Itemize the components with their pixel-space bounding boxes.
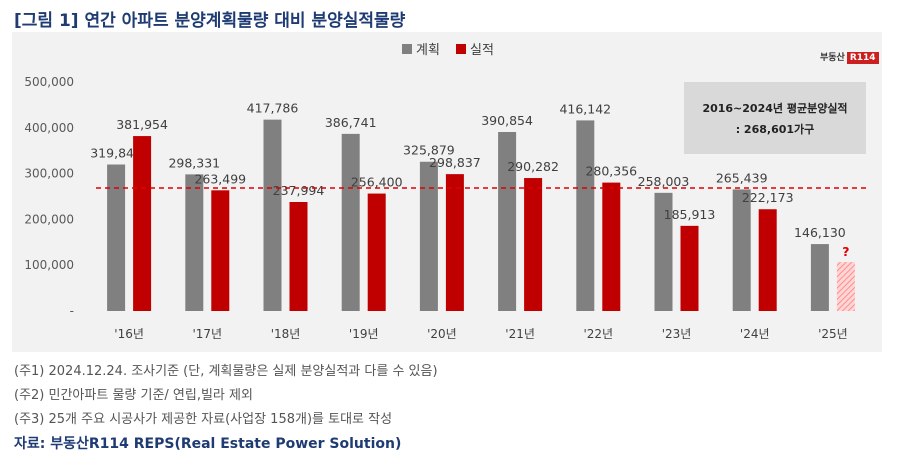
legend-swatch-actual bbox=[456, 44, 466, 54]
data-label-actual: 280,356 bbox=[585, 164, 637, 179]
footnotes: (주1) 2024.12.24. 조사기준 (단, 계획물량은 실제 분양실적과… bbox=[14, 360, 438, 456]
bar-actual bbox=[524, 178, 543, 311]
bar-plan bbox=[107, 164, 126, 311]
chart-title: [그림 1] 연간 아파트 분양계획물량 대비 분양실적물량 bbox=[14, 11, 406, 31]
data-label-actual: 237,994 bbox=[273, 183, 325, 198]
x-category-label: '18년 bbox=[271, 327, 301, 341]
bar-actual bbox=[133, 136, 152, 311]
bar-plan bbox=[732, 189, 751, 311]
data-label-plan: 417,786 bbox=[247, 101, 299, 116]
x-category-label: '23년 bbox=[662, 327, 692, 341]
data-label-plan: 386,741 bbox=[325, 115, 377, 130]
brand-logo: 부동산 R114 bbox=[820, 50, 879, 64]
data-label-plan: 258,003 bbox=[638, 174, 690, 189]
footnote-1: (주1) 2024.12.24. 조사기준 (단, 계획물량은 실제 분양실적과… bbox=[14, 364, 438, 379]
data-label-plan: 319,845 bbox=[90, 146, 142, 161]
y-tick-label: 500,000 bbox=[24, 75, 74, 89]
chart-panel: - 100,000 200,000 300,000 400,000 500,000 계획 실적… bbox=[12, 32, 882, 352]
brand-logo-text: 부동산 bbox=[820, 53, 845, 63]
data-label-actual: 290,282 bbox=[507, 159, 559, 174]
data-label-plan: 390,854 bbox=[481, 113, 533, 128]
bar-plan bbox=[576, 120, 595, 311]
brand-logo-badge: R114 bbox=[846, 52, 879, 64]
data-label-plan: 265,439 bbox=[716, 170, 768, 185]
bar-plan bbox=[419, 161, 438, 311]
y-tick-label: 100,000 bbox=[24, 258, 74, 272]
footnote-2: (주2) 민간아파트 물량 기준/ 연립,빌라 제외 bbox=[14, 388, 253, 403]
data-label-actual: 185,913 bbox=[664, 207, 716, 222]
bar-plan bbox=[810, 244, 829, 311]
source-label: 자료: 부동산R114 REPS(Real Estate Power Solut… bbox=[14, 436, 402, 452]
bar-actual bbox=[602, 182, 621, 311]
x-category-label: '21년 bbox=[505, 327, 535, 341]
data-label-actual: 298,837 bbox=[429, 155, 481, 170]
data-label-plan: 325,879 bbox=[403, 143, 455, 158]
footnote-3: (주3) 25개 주요 시공사가 제공한 자료(사업장 158개)를 토대로 작… bbox=[14, 412, 393, 427]
legend-label-plan: 계획 bbox=[416, 43, 440, 58]
y-tick-label: 300,000 bbox=[24, 167, 74, 181]
y-tick-label: - bbox=[70, 304, 74, 318]
bar-plan bbox=[263, 119, 282, 311]
x-category-label: '17년 bbox=[192, 327, 222, 341]
y-tick-label: 200,000 bbox=[24, 212, 74, 226]
y-tick-label: 400,000 bbox=[24, 121, 74, 135]
bar-plan bbox=[498, 131, 517, 311]
bar-plan bbox=[185, 174, 204, 311]
x-category-label: '25년 bbox=[818, 327, 848, 341]
bar-plan bbox=[654, 192, 673, 311]
bar-actual bbox=[211, 190, 230, 311]
x-category-label: '19년 bbox=[349, 327, 379, 341]
x-category-label: '22년 bbox=[583, 327, 613, 341]
x-category-label: '24년 bbox=[740, 327, 770, 341]
data-label-actual-unknown: ? bbox=[842, 244, 849, 259]
x-category-label: '20년 bbox=[427, 327, 457, 341]
bar-actual bbox=[289, 201, 308, 311]
x-category-label: '16년 bbox=[114, 327, 144, 341]
data-label-plan: 298,331 bbox=[168, 155, 220, 170]
data-label-actual: 256,400 bbox=[351, 175, 403, 190]
legend-label-actual: 실적 bbox=[470, 43, 494, 58]
bar-actual-unknown bbox=[836, 261, 855, 311]
bar-actual bbox=[758, 209, 777, 311]
average-annotation-line1: 2016~2024년 평균분양실적 bbox=[702, 101, 847, 115]
average-annotation-box bbox=[684, 82, 866, 154]
data-label-actual: 381,954 bbox=[116, 117, 168, 132]
bar-actual bbox=[680, 225, 699, 311]
bar-actual bbox=[367, 193, 386, 311]
data-label-plan: 416,142 bbox=[559, 101, 611, 116]
bar-plan bbox=[341, 133, 360, 311]
average-annotation-line2: : 268,601가구 bbox=[736, 122, 815, 136]
data-label-actual: 222,173 bbox=[742, 190, 794, 205]
bar-chart: - 100,000 200,000 300,000 400,000 500,000 계획 실적… bbox=[24, 43, 868, 341]
data-label-actual: 263,499 bbox=[194, 171, 246, 186]
data-label-plan: 146,130 bbox=[794, 225, 846, 240]
legend-swatch-plan bbox=[402, 44, 412, 54]
bar-actual bbox=[445, 174, 464, 311]
